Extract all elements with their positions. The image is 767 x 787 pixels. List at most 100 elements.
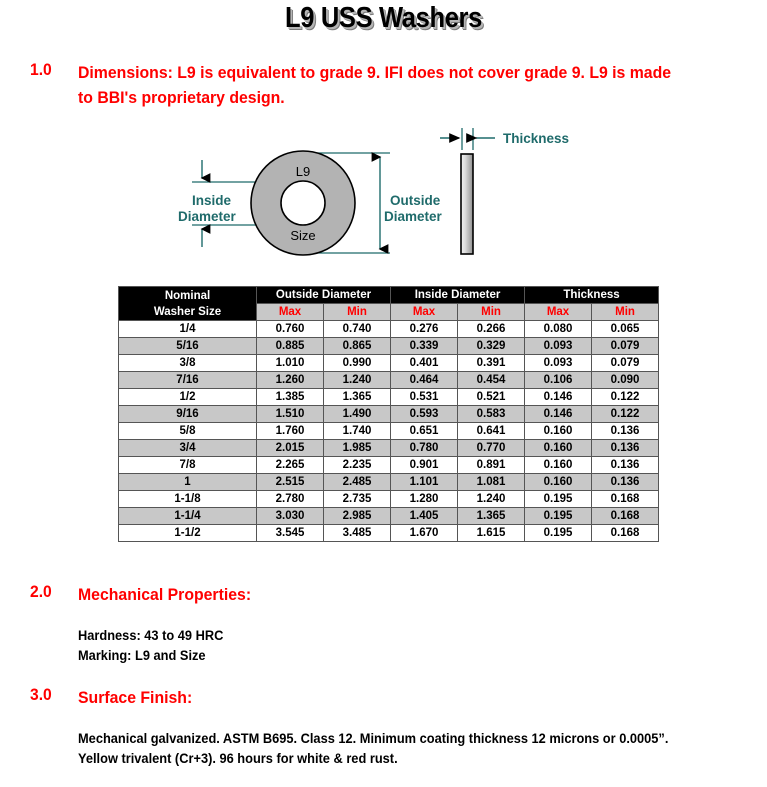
- cell-nominal-size: 1/2: [118, 388, 257, 406]
- section-number: 2.0: [30, 582, 52, 601]
- cell-id-min: 1.365: [457, 507, 526, 525]
- table-row: 1 2.515 2.485 1.101 1.081 0.160 0.136: [118, 473, 660, 491]
- cell-od-max: 0.885: [256, 337, 324, 355]
- cell-th-min: 0.079: [591, 354, 660, 372]
- cell-th-min: 0.122: [591, 405, 660, 423]
- washer-diagram: L9 Size Inside Diameter Outside Diameter…: [170, 126, 590, 272]
- cell-id-min: 0.770: [457, 439, 526, 457]
- washer-top-mark-label: L9: [296, 164, 310, 179]
- cell-th-max: 0.160: [524, 456, 593, 474]
- cell-th-max: 0.080: [524, 320, 593, 338]
- cell-od-min: 0.865: [322, 337, 392, 355]
- cell-id-max: 0.531: [390, 388, 459, 406]
- cell-th-max: 0.160: [524, 439, 593, 457]
- section-mechanical-properties: 2.0 Mechanical Properties:: [30, 582, 530, 607]
- table-row: 3/4 2.015 1.985 0.780 0.770 0.160 0.136: [118, 439, 660, 457]
- cell-od-min: 0.740: [322, 320, 392, 338]
- cell-th-max: 0.195: [524, 490, 593, 508]
- cell-nominal-size: 1/4: [118, 320, 257, 338]
- cell-od-min: 1.365: [322, 388, 392, 406]
- column-header-thickness: Thickness: [524, 286, 660, 304]
- cell-id-min: 0.329: [457, 337, 526, 355]
- table-row: 1-1/2 3.545 3.485 1.670 1.615 0.195 0.168: [118, 524, 660, 542]
- cell-nominal-size: 5/8: [118, 422, 257, 440]
- cell-th-max: 0.106: [524, 371, 593, 389]
- cell-nominal-size: 3/8: [118, 354, 257, 372]
- thickness-label: Thickness: [503, 131, 569, 146]
- table-row: 7/16 1.260 1.240 0.464 0.454 0.106 0.090: [118, 371, 660, 389]
- cell-od-min: 3.485: [322, 524, 392, 542]
- cell-id-max: 0.464: [390, 371, 459, 389]
- cell-od-min: 1.985: [322, 439, 392, 457]
- cell-th-min: 0.079: [591, 337, 660, 355]
- table-row: 5/8 1.760 1.740 0.651 0.641 0.160 0.136: [118, 422, 660, 440]
- cell-id-max: 1.101: [390, 473, 459, 491]
- cell-th-max: 0.093: [524, 337, 593, 355]
- cell-th-min: 0.090: [591, 371, 660, 389]
- cell-id-max: 1.405: [390, 507, 459, 525]
- subheader-od-min: Min: [322, 303, 392, 321]
- subheader-id-max: Max: [390, 303, 459, 321]
- cell-id-max: 0.901: [390, 456, 459, 474]
- cell-th-max: 0.093: [524, 354, 593, 372]
- section-number: 1.0: [30, 60, 52, 79]
- cell-od-min: 0.990: [322, 354, 392, 372]
- cell-id-max: 0.276: [390, 320, 459, 338]
- cell-th-min: 0.136: [591, 439, 660, 457]
- section-number: 3.0: [30, 685, 52, 704]
- cell-nominal-size: 5/16: [118, 337, 257, 355]
- cell-id-max: 0.651: [390, 422, 459, 440]
- cell-nominal-size: 1: [118, 473, 257, 491]
- section-heading: Surface Finish:: [78, 688, 193, 707]
- cell-id-min: 1.081: [457, 473, 526, 491]
- cell-od-min: 1.240: [322, 371, 392, 389]
- cell-nominal-size: 1-1/2: [118, 524, 257, 542]
- marking-line: Marking: L9 and Size: [78, 648, 206, 663]
- washer-bottom-mark-label: Size: [290, 228, 315, 243]
- cell-od-max: 2.515: [256, 473, 324, 491]
- cell-th-max: 0.146: [524, 405, 593, 423]
- cell-od-max: 1.385: [256, 388, 324, 406]
- washer-dimensions-table: Nominal Washer Size Outside Diameter Ins…: [118, 286, 660, 542]
- table-row: 9/16 1.510 1.490 0.593 0.583 0.146 0.122: [118, 405, 660, 423]
- subheader-id-min: Min: [457, 303, 526, 321]
- cell-od-max: 2.265: [256, 456, 324, 474]
- cell-id-max: 0.401: [390, 354, 459, 372]
- outside-diameter-label-line1: Outside: [390, 193, 441, 208]
- column-header-nominal-washer-size: Nominal Washer Size: [118, 286, 257, 321]
- page-title: L9 USS Washers: [285, 2, 482, 34]
- cell-od-max: 2.780: [256, 490, 324, 508]
- cell-th-min: 0.168: [591, 507, 660, 525]
- outside-diameter-label-line2: Diameter: [384, 209, 443, 224]
- cell-th-min: 0.122: [591, 388, 660, 406]
- subheader-od-max: Max: [256, 303, 324, 321]
- cell-nominal-size: 1-1/4: [118, 507, 257, 525]
- cell-nominal-size: 3/4: [118, 439, 257, 457]
- cell-od-max: 1.760: [256, 422, 324, 440]
- cell-th-max: 0.160: [524, 473, 593, 491]
- cell-od-max: 3.545: [256, 524, 324, 542]
- cell-od-min: 1.740: [322, 422, 392, 440]
- cell-id-min: 0.454: [457, 371, 526, 389]
- cell-od-max: 0.760: [256, 320, 324, 338]
- cell-th-min: 0.136: [591, 456, 660, 474]
- surface-finish-body: Mechanical galvanized. ASTM B695. Class …: [78, 731, 669, 766]
- column-header-inside-diameter: Inside Diameter: [390, 286, 526, 304]
- cell-id-min: 0.583: [457, 405, 526, 423]
- cell-th-min: 0.136: [591, 422, 660, 440]
- cell-th-max: 0.146: [524, 388, 593, 406]
- cell-nominal-size: 9/16: [118, 405, 257, 423]
- cell-id-min: 1.615: [457, 524, 526, 542]
- cell-od-min: 2.485: [322, 473, 392, 491]
- column-header-outside-diameter: Outside Diameter: [255, 286, 392, 304]
- cell-th-min: 0.136: [591, 473, 660, 491]
- cell-od-max: 1.260: [256, 371, 324, 389]
- washer-inner-hole: [280, 180, 326, 226]
- cell-id-min: 0.891: [457, 456, 526, 474]
- washer-edge-view: [460, 153, 474, 255]
- cell-od-min: 2.985: [322, 507, 392, 525]
- cell-od-min: 2.235: [322, 456, 392, 474]
- inside-diameter-label-line1: Inside: [192, 193, 232, 208]
- hardness-line: Hardness: 43 to 49 HRC: [78, 628, 224, 643]
- subheader-th-min: Min: [591, 303, 660, 321]
